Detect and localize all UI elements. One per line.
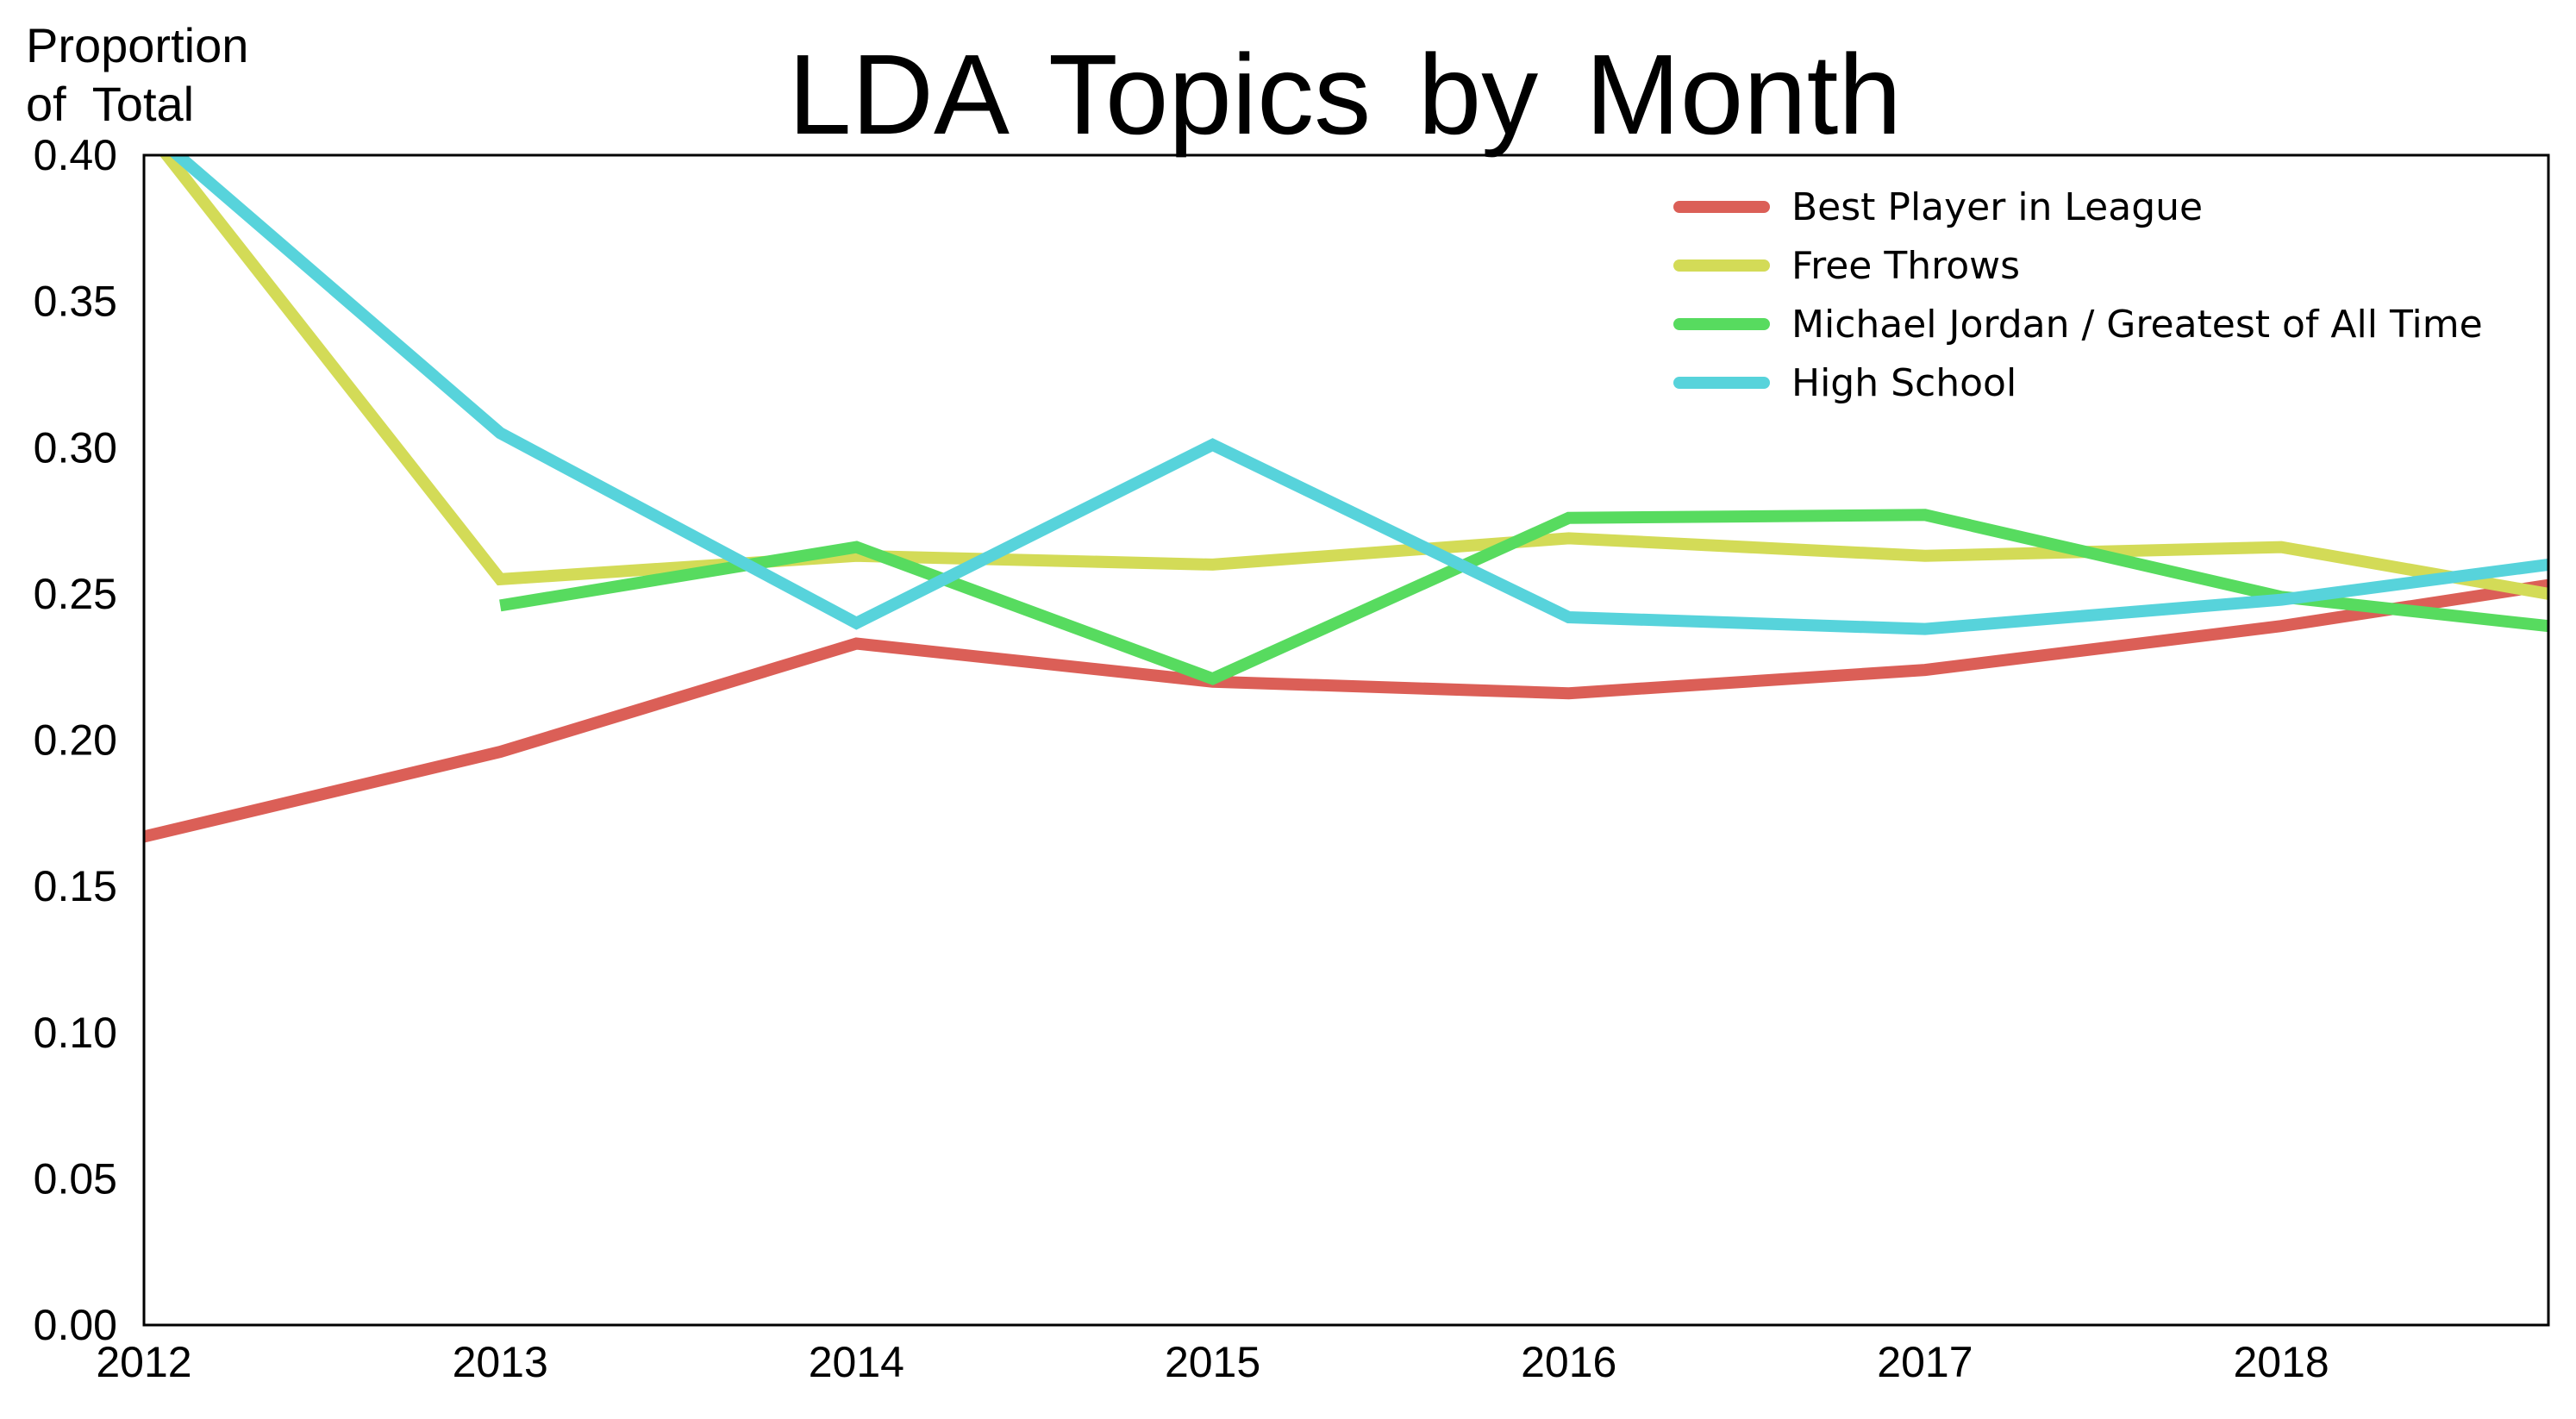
- y-tick-label: 0.30: [34, 423, 117, 472]
- x-tick-label: 2016: [1521, 1338, 1616, 1386]
- chart-title: LDA Topics by Month: [788, 31, 1902, 158]
- legend-label-4: High School: [1791, 361, 2016, 405]
- y-tick-label: 0.20: [34, 716, 117, 765]
- x-tick-label: 2014: [809, 1338, 904, 1386]
- x-tick-label: 2018: [2233, 1338, 2329, 1386]
- y-tick-label: 0.35: [34, 278, 117, 326]
- series-layer: [144, 155, 2548, 843]
- y-tick-label: 0.05: [34, 1154, 117, 1203]
- series-line-1: [144, 578, 2548, 843]
- legend-label-2: Free Throws: [1791, 244, 2020, 288]
- x-tick-label: 2012: [96, 1338, 191, 1386]
- plot-area-frame: [142, 153, 2550, 1327]
- legend-label-3: Michael Jordan / Greatest of All Time: [1791, 303, 2483, 347]
- tick-labels: 2012 2013 2014 2015 2016 2017 2018 0.00 0.05 0.10…: [34, 131, 2329, 1386]
- legend: Best Player in League Free Throws Michael …: [1673, 185, 2483, 405]
- y-tick-label: 0.10: [34, 1009, 117, 1057]
- y-axis-label-line-2: of Total: [26, 77, 194, 131]
- series-line-2: [159, 155, 2548, 600]
- y-tick-label: 0.15: [34, 862, 117, 910]
- legend-label-1: Best Player in League: [1791, 185, 2203, 229]
- y-axis-label-line-1: Proportion: [26, 18, 248, 72]
- y-tick-label: 0.25: [34, 570, 117, 618]
- x-tick-label: 2013: [453, 1338, 548, 1386]
- y-tick-label: 0.40: [34, 131, 117, 179]
- series-line-4: [168, 155, 2548, 635]
- x-tick-label: 2015: [1165, 1338, 1260, 1386]
- x-tick-label: 2017: [1877, 1338, 1973, 1386]
- y-tick-label: 0.00: [34, 1301, 117, 1349]
